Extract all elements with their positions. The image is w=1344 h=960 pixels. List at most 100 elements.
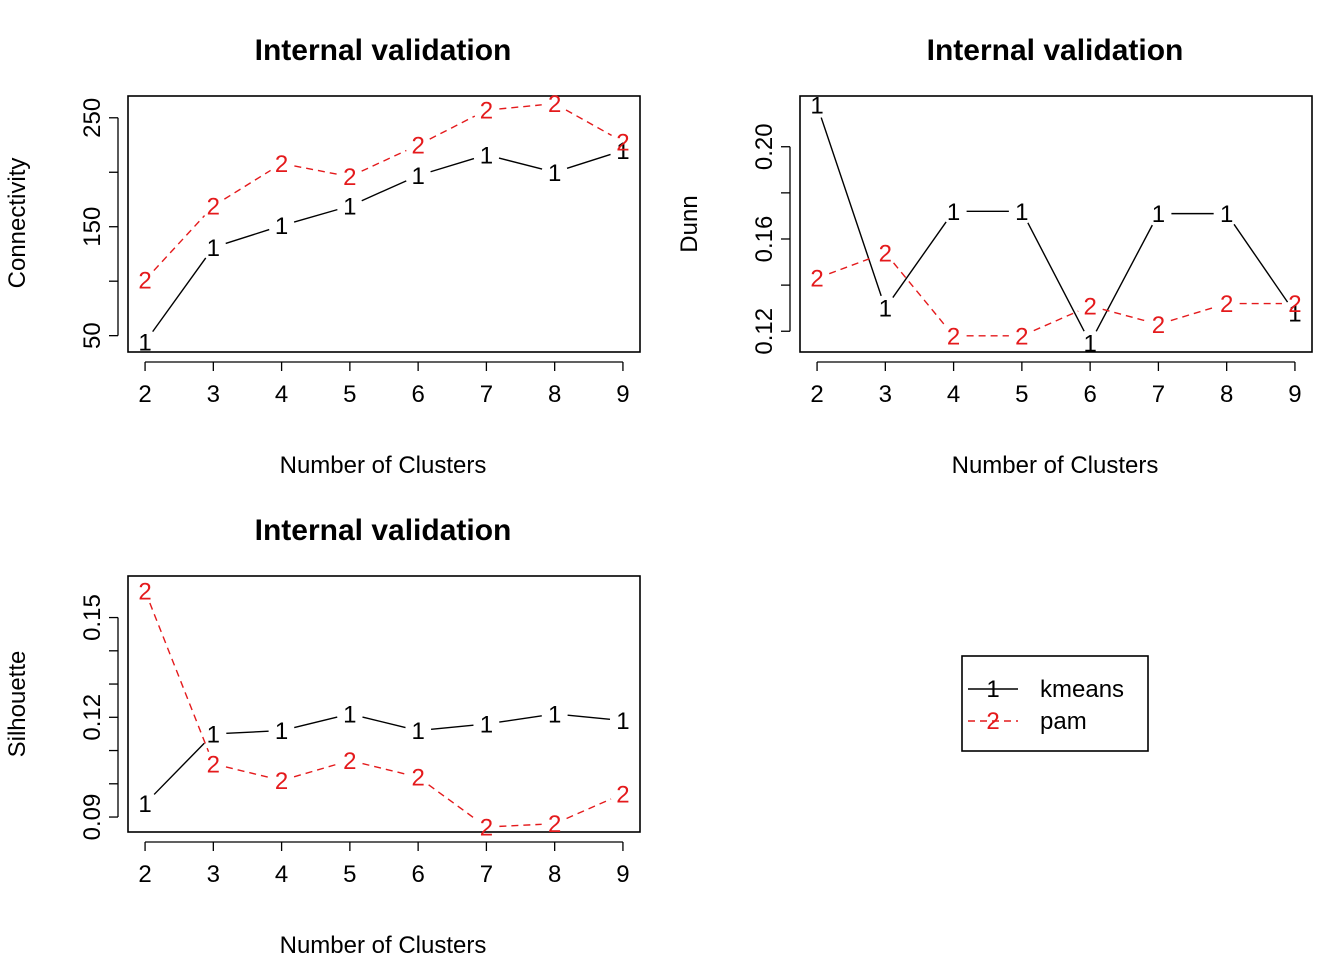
- dunn-kmeans-point-k4: 1: [947, 199, 960, 226]
- silhouette-kmeans-point-k4: 1: [275, 718, 288, 745]
- silhouette-kmeans-point-k2: 1: [138, 791, 151, 818]
- dunn-panel: Internal validation Number of Clusters D…: [676, 34, 1313, 479]
- connectivity-x-tick-label: 5: [343, 381, 356, 408]
- connectivity-kmeans-segment: [225, 228, 270, 245]
- dunn-pam-segment: [1033, 310, 1079, 332]
- connectivity-x-tick-label: 3: [207, 381, 220, 408]
- connectivity-kmeans-segment: [498, 157, 543, 170]
- connectivity-pam-point-k3: 2: [207, 194, 220, 221]
- silhouette-pam-point-k6: 2: [411, 765, 424, 792]
- silhouette-kmeans-point-k9: 1: [616, 708, 629, 735]
- silhouette-pam-segment: [293, 763, 338, 778]
- dunn-pam-segment: [829, 256, 874, 275]
- connectivity-pam-point-k8: 2: [548, 91, 561, 118]
- silhouette-x-tick-label: 2: [138, 861, 151, 888]
- connectivity-x-tick-label: 6: [411, 381, 424, 408]
- dunn-kmeans-segment: [892, 221, 947, 298]
- dunn-x-tick-label: 7: [1152, 381, 1165, 408]
- dunn-series-pam: 2 2 2 2 2 2 2 2: [810, 240, 1301, 350]
- silhouette-kmeans-point-k5: 1: [343, 701, 356, 728]
- connectivity-kmeans-segment: [361, 180, 407, 202]
- silhouette-series-pam: 2 2 2 2 2 2 2 2: [138, 578, 629, 841]
- connectivity-x-tick-label: 7: [480, 381, 493, 408]
- legend-kmeans-label: kmeans: [1040, 676, 1124, 703]
- connectivity-kmeans-point-k6: 1: [411, 163, 424, 190]
- connectivity-pam-point-k9: 2: [616, 129, 629, 156]
- connectivity-pam-segment: [294, 165, 338, 175]
- dunn-kmeans-segment: [1233, 223, 1289, 303]
- dunn-series-kmeans: 1 1 1 1 1 1 1 1: [810, 93, 1301, 358]
- connectivity-pam-segment: [153, 215, 206, 272]
- legend-kmeans-symbol: 1: [986, 676, 999, 703]
- silhouette-panel: Internal validation Number of Clusters S…: [4, 514, 641, 959]
- dunn-x-tick-label: 9: [1288, 381, 1301, 408]
- connectivity-kmeans-segment: [566, 153, 611, 169]
- connectivity-y-axis: 50 150 250: [79, 98, 119, 349]
- connectivity-pam-segment: [361, 149, 407, 172]
- connectivity-ylabel: Connectivity: [4, 158, 31, 289]
- connectivity-x-axis: 2 3 4 5 6 7 8 9: [138, 361, 630, 408]
- silhouette-pam-point-k7: 2: [480, 815, 493, 842]
- silhouette-kmeans-segment: [153, 742, 205, 795]
- connectivity-x-tick-label: 9: [616, 381, 629, 408]
- connectivity-plot-frame: [127, 95, 641, 353]
- silhouette-pam-point-k5: 2: [343, 748, 356, 775]
- dunn-pam-segment: [1102, 308, 1147, 322]
- connectivity-kmeans-point-k4: 1: [275, 213, 288, 240]
- silhouette-kmeans-segment: [362, 716, 406, 729]
- connectivity-y-tick-label: 250: [79, 98, 106, 138]
- dunn-pam-point-k4: 2: [947, 323, 960, 350]
- dunn-x-tick-label: 3: [879, 381, 892, 408]
- silhouette-pam-point-k2: 2: [138, 578, 151, 605]
- dunn-y-tick-label: 0.16: [751, 216, 778, 263]
- dunn-y-axis: 0.12 0.16 0.20: [751, 123, 791, 355]
- silhouette-kmeans-point-k3: 1: [207, 721, 220, 748]
- connectivity-kmeans-point-k2: 1: [138, 330, 151, 357]
- connectivity-pam-point-k2: 2: [138, 268, 151, 295]
- connectivity-x-tick-label: 2: [138, 381, 151, 408]
- dunn-title: Internal validation: [927, 34, 1184, 67]
- connectivity-series-kmeans: 1 1 1 1 1 1 1 1: [138, 138, 629, 357]
- connectivity-y-tick-label: 50: [79, 322, 106, 349]
- silhouette-pam-segment: [225, 766, 270, 779]
- silhouette-x-tick-label: 4: [275, 861, 288, 888]
- connectivity-pam-segment: [499, 104, 542, 110]
- dunn-plot-frame: [799, 95, 1313, 353]
- silhouette-plot-frame: [127, 575, 641, 833]
- dunn-kmeans-point-k2: 1: [810, 93, 823, 120]
- silhouette-pam-point-k4: 2: [275, 768, 288, 795]
- dunn-pam-point-k9: 2: [1288, 291, 1301, 318]
- dunn-ylabel: Dunn: [676, 195, 703, 252]
- silhouette-kmeans-point-k8: 1: [548, 701, 561, 728]
- silhouette-kmeans-segment: [567, 714, 611, 721]
- silhouette-x-tick-label: 9: [616, 861, 629, 888]
- dunn-y-tick-label: 0.20: [751, 123, 778, 170]
- connectivity-pam-segment: [565, 109, 612, 137]
- silhouette-y-axis: 0.09 0.12 0.15: [79, 594, 119, 841]
- connectivity-pam-segment: [224, 169, 271, 200]
- connectivity-kmeans-point-k5: 1: [343, 194, 356, 221]
- silhouette-y-tick-label: 0.15: [79, 594, 106, 641]
- dunn-pam-segment: [1170, 306, 1215, 322]
- silhouette-ylabel: Silhouette: [4, 651, 31, 758]
- silhouette-kmeans-segment: [294, 716, 338, 729]
- connectivity-pam-segment: [429, 115, 476, 140]
- dunn-pam-point-k3: 2: [879, 240, 892, 267]
- dunn-x-tick-label: 5: [1015, 381, 1028, 408]
- silhouette-kmeans-point-k6: 1: [411, 718, 424, 745]
- silhouette-y-tick-label: 0.09: [79, 794, 106, 841]
- silhouette-title: Internal validation: [255, 514, 512, 547]
- silhouette-pam-segment: [499, 823, 542, 828]
- legend-entry-pam: 2 pam: [968, 708, 1087, 735]
- silhouette-kmeans-point-k7: 1: [480, 711, 493, 738]
- dunn-kmeans-point-k6: 1: [1083, 330, 1096, 357]
- connectivity-pam-point-k4: 2: [275, 151, 288, 178]
- dunn-pam-point-k7: 2: [1152, 312, 1165, 339]
- dunn-kmeans-point-k3: 1: [879, 296, 892, 323]
- dunn-pam-point-k8: 2: [1220, 291, 1233, 318]
- connectivity-kmeans-point-k7: 1: [480, 142, 493, 169]
- connectivity-kmeans-segment: [152, 257, 207, 333]
- connectivity-kmeans-point-k3: 1: [207, 235, 220, 262]
- dunn-pam-point-k5: 2: [1015, 323, 1028, 350]
